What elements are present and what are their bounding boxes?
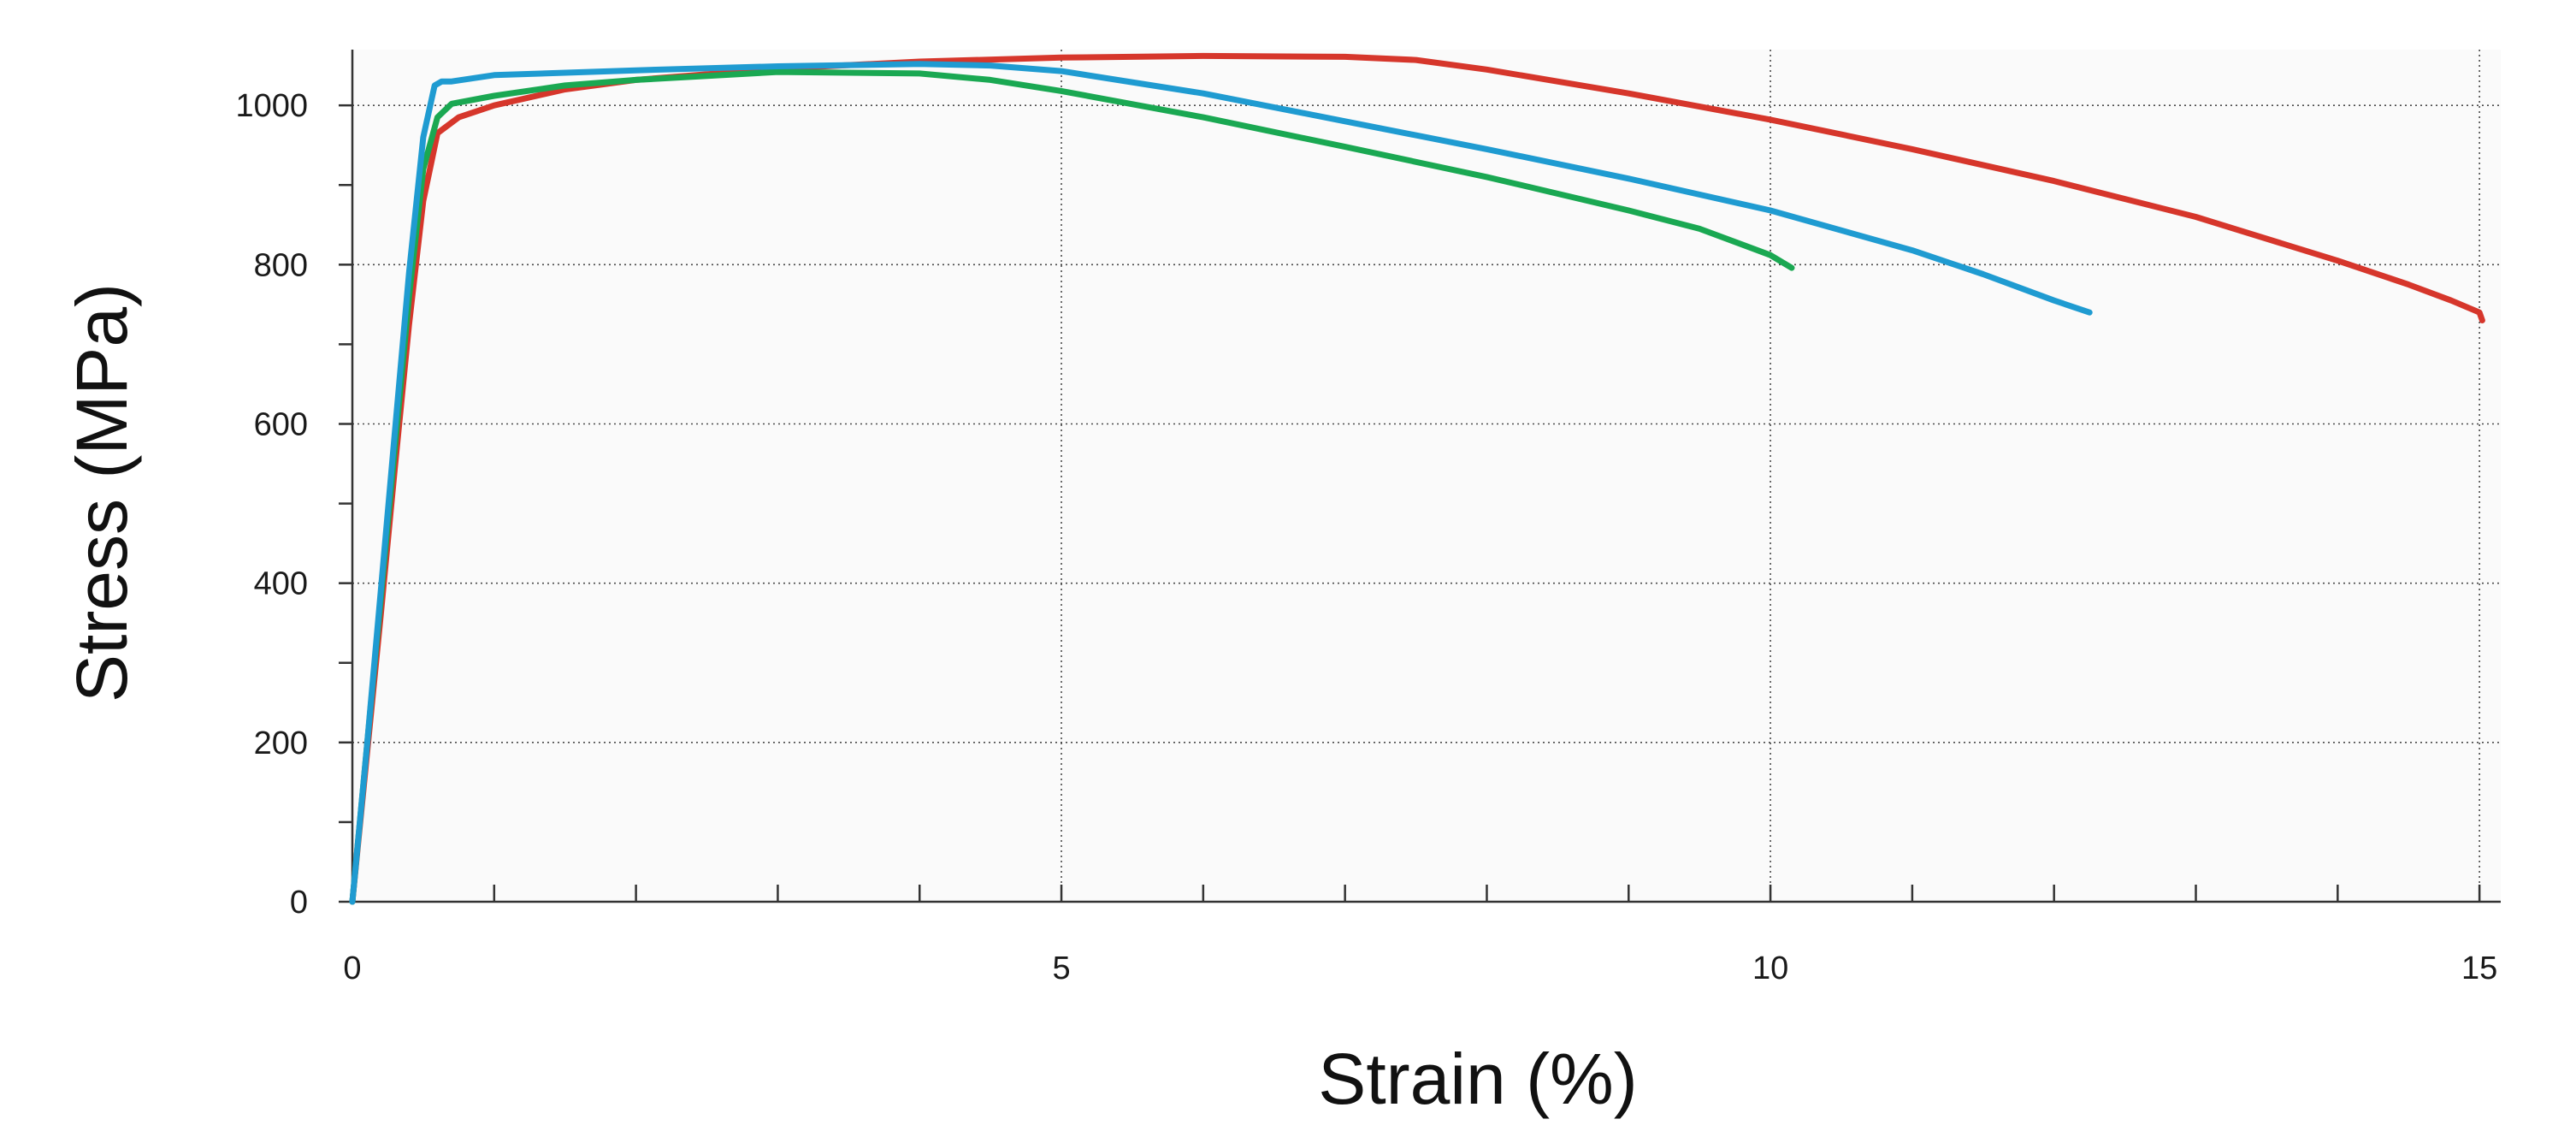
- x-tick-label: 0: [343, 951, 361, 986]
- y-axis-title: Stress (MPa): [62, 283, 142, 702]
- grid-lines: [352, 50, 2501, 902]
- x-tick-label: 10: [1752, 951, 1788, 986]
- series-line: [349, 61, 2093, 905]
- tick-labels: 0 200 400 600 800 1000 0 5 10 15: [235, 88, 2497, 986]
- y-tick-label: 400: [254, 566, 308, 602]
- axes: [339, 50, 2501, 903]
- y-tick-label: 600: [254, 406, 308, 442]
- y-tick-label: 1000: [235, 88, 308, 124]
- plot-area: [352, 50, 2501, 902]
- x-tick-label: 15: [2461, 951, 2497, 986]
- y-tick-label: 800: [254, 247, 308, 283]
- y-tick-label: 200: [254, 725, 308, 761]
- data-series: [349, 52, 2485, 905]
- x-tick-label: 5: [1052, 951, 1070, 986]
- series-line: [349, 52, 2485, 905]
- y-tick-label: 0: [290, 885, 308, 921]
- x-axis-title: Strain (%): [1318, 1039, 1637, 1119]
